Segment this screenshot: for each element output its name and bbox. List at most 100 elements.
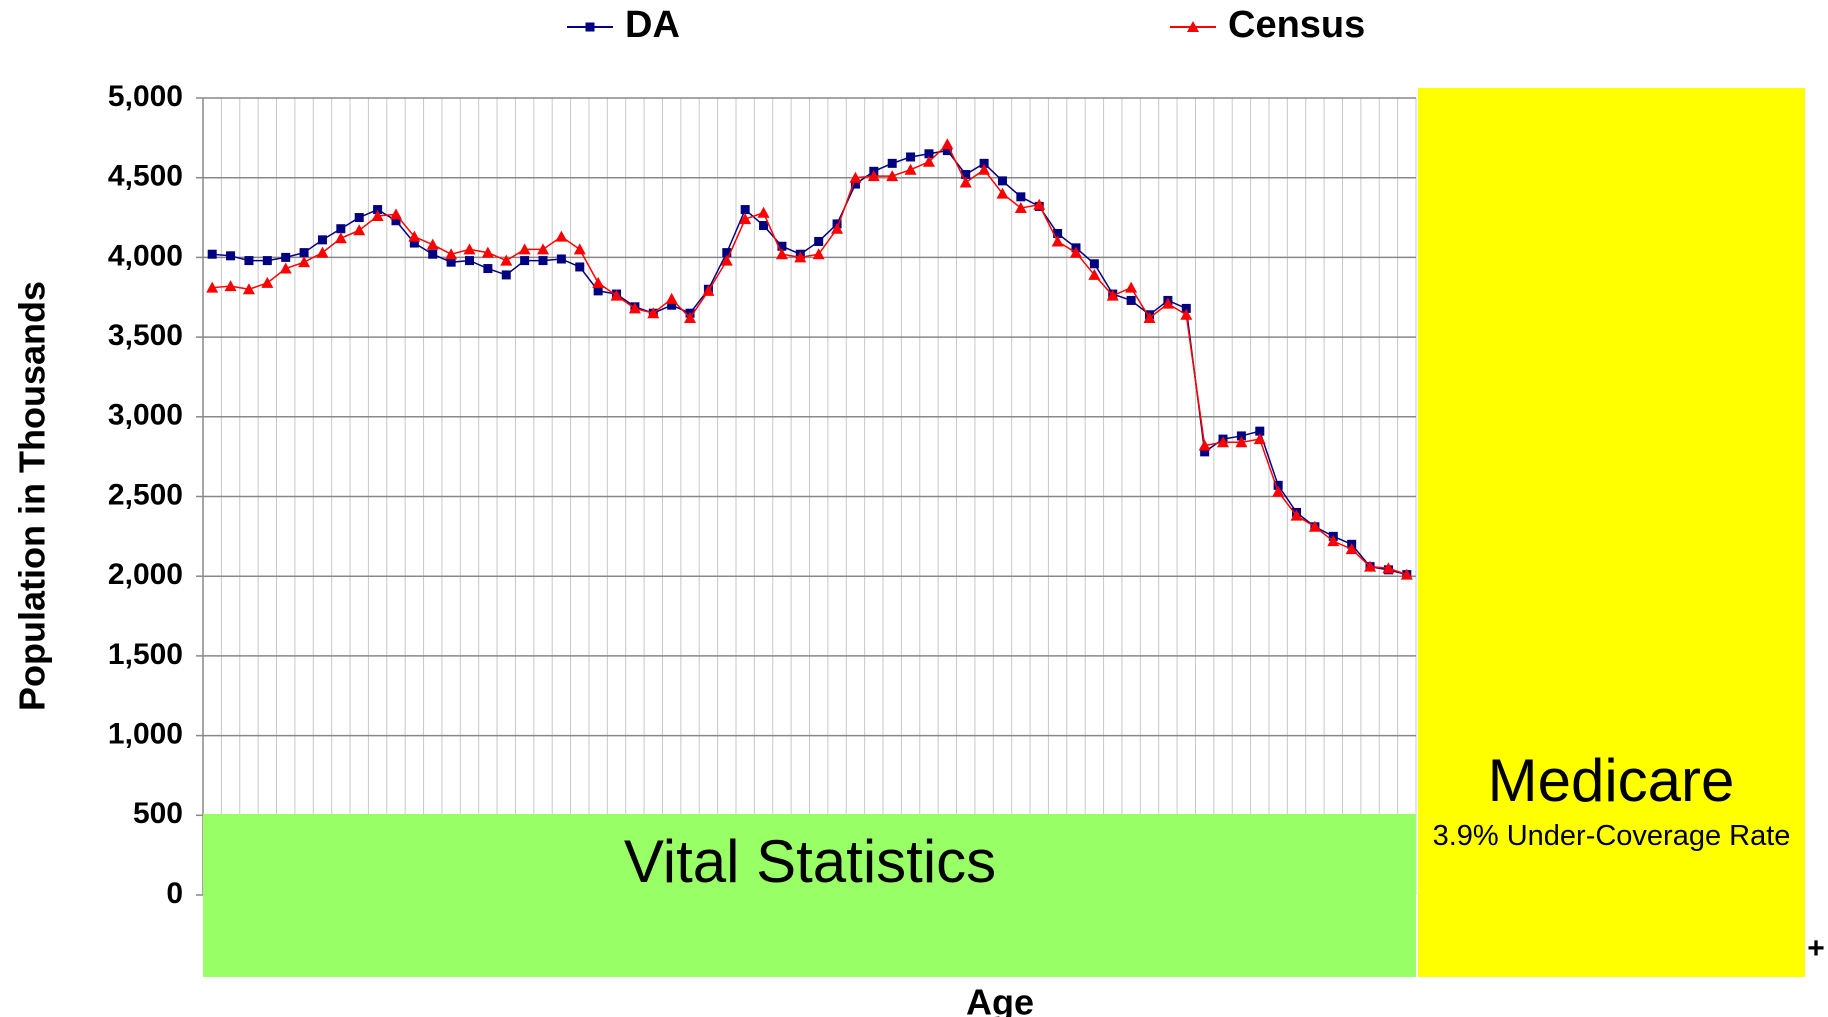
y-tick-label: 4,500 (108, 160, 183, 193)
legend-marker (1187, 21, 1199, 32)
y-tick-label: 1,000 (108, 718, 183, 751)
data-point (667, 300, 677, 310)
data-point (1014, 201, 1027, 213)
y-tick-label: 500 (133, 797, 183, 830)
data-point (1272, 485, 1285, 497)
data-point (1088, 268, 1101, 280)
data-point (1180, 308, 1193, 320)
data-point (978, 163, 991, 175)
data-point (316, 246, 329, 258)
data-point (867, 170, 880, 182)
data-point (207, 249, 217, 259)
data-point (575, 262, 585, 272)
data-point (831, 222, 844, 234)
data-point (997, 176, 1007, 186)
data-point (261, 276, 274, 288)
data-point (1125, 281, 1138, 293)
data-point (1089, 259, 1099, 269)
data-point (1051, 235, 1064, 247)
data-point (1327, 535, 1340, 547)
data-point (1235, 436, 1248, 448)
data-point (850, 179, 860, 189)
data-point (1364, 560, 1377, 572)
medicare-label: Medicare (1488, 747, 1735, 814)
data-point (1198, 439, 1211, 451)
data-point (1143, 311, 1156, 323)
data-point (665, 292, 678, 304)
data-point (537, 243, 550, 255)
vital-statistics-box (203, 814, 1416, 977)
data-point (740, 205, 750, 215)
data-point (409, 238, 419, 248)
data-point (1016, 192, 1026, 202)
data-point (298, 256, 311, 268)
data-point (464, 256, 474, 266)
data-point (279, 262, 292, 274)
y-tick-label: 3,500 (108, 319, 183, 352)
data-point (226, 251, 236, 261)
data-point (520, 256, 530, 266)
legend-marker (585, 22, 595, 32)
data-point (317, 235, 327, 245)
data-point (739, 213, 752, 225)
data-point (501, 270, 511, 280)
data-point (556, 254, 566, 264)
data-point (206, 281, 219, 293)
data-point (408, 230, 421, 242)
data-point (426, 238, 439, 250)
data-point (1217, 436, 1230, 448)
data-point (1033, 198, 1046, 210)
data-point (886, 170, 899, 182)
legend-label: DA (625, 4, 680, 46)
medicare-rate: 3.9% Under-Coverage Rate (1432, 820, 1791, 852)
data-point (1290, 509, 1303, 521)
data-point (518, 243, 531, 255)
plus-sign: + (1807, 932, 1825, 965)
data-point (961, 170, 971, 180)
data-point (941, 138, 954, 150)
data-point (1069, 246, 1082, 258)
data-point (1236, 431, 1246, 441)
data-point (1200, 447, 1210, 457)
y-tick-label: 3,000 (108, 399, 183, 432)
data-point (904, 163, 917, 175)
data-point (354, 213, 364, 223)
data-point (1181, 303, 1191, 313)
data-point (720, 254, 733, 266)
y-tick-label: 0 (166, 877, 183, 910)
data-point (592, 276, 605, 288)
data-point (849, 171, 862, 183)
y-tick-label: 2,500 (108, 478, 183, 511)
data-point (628, 302, 641, 314)
data-point (1400, 568, 1413, 580)
data-point (1382, 562, 1395, 574)
data-point (979, 158, 989, 168)
data-point (775, 248, 788, 260)
data-point (906, 152, 916, 162)
data-point (446, 257, 456, 267)
data-point (244, 256, 254, 266)
data-point (794, 251, 807, 263)
data-point (500, 254, 513, 266)
y-tick-label: 2,000 (108, 558, 183, 591)
data-point (224, 280, 237, 292)
legend-label: Census (1228, 4, 1365, 46)
data-point (483, 264, 493, 274)
data-point (242, 283, 255, 295)
data-point (922, 155, 935, 167)
y-tick-label: 4,000 (108, 239, 183, 272)
data-point (1255, 426, 1265, 436)
medicare-box (1418, 88, 1805, 977)
data-point (942, 146, 952, 156)
data-point (336, 224, 346, 234)
data-point (887, 158, 897, 168)
data-point (1126, 295, 1136, 305)
data-point (1253, 433, 1266, 445)
data-point (371, 209, 384, 221)
data-point (1308, 520, 1321, 532)
data-point (299, 248, 309, 258)
data-point (463, 243, 476, 255)
data-point (481, 246, 494, 258)
data-point (757, 206, 770, 218)
